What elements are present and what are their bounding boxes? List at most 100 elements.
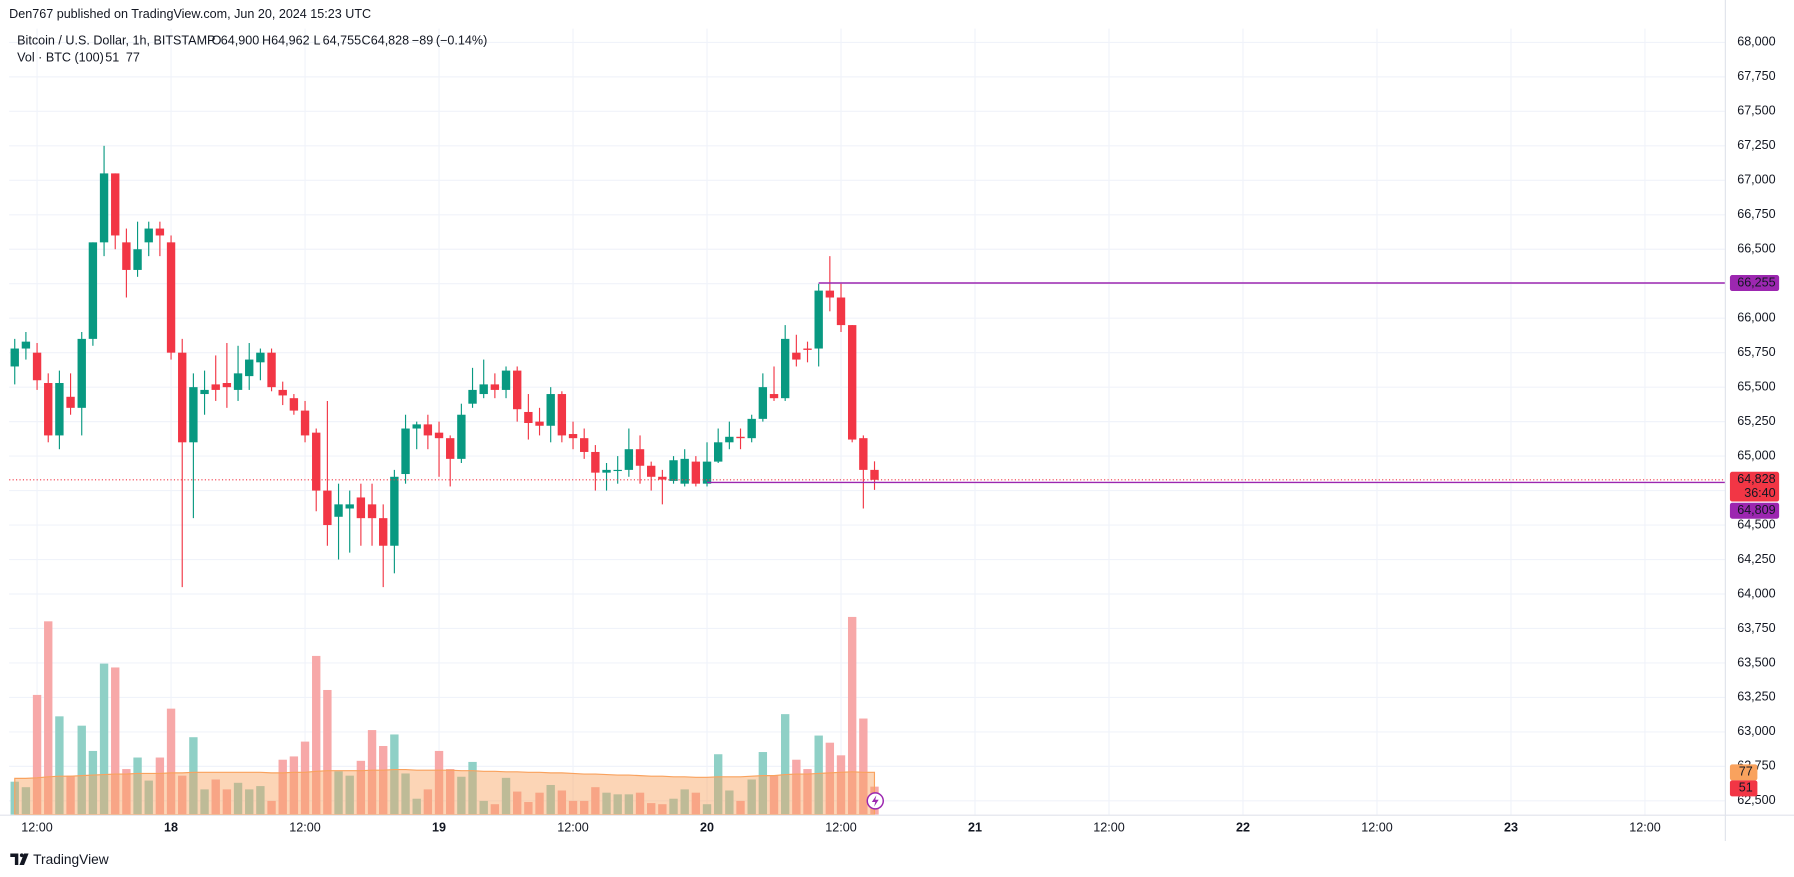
volume-bar <box>836 755 846 815</box>
volume-bar <box>803 769 812 815</box>
candle-body <box>624 449 634 470</box>
candles <box>10 145 879 588</box>
volume-bar <box>568 800 578 815</box>
candle-body <box>300 410 310 436</box>
logo-part <box>10 853 19 865</box>
candle-body <box>256 352 265 363</box>
candle-body <box>490 384 500 390</box>
candle-body <box>166 242 176 353</box>
volume-bar <box>401 773 410 815</box>
volume-bar <box>289 756 299 815</box>
candle-body <box>680 458 689 484</box>
candle-body <box>379 518 388 546</box>
volume-bar <box>211 779 220 815</box>
candle-body <box>222 383 232 388</box>
y-tick-label: 67,750 <box>1737 69 1775 83</box>
x-tick-label: 21 <box>968 821 982 835</box>
x-tick-label: 20 <box>700 821 714 835</box>
candle-body <box>32 352 42 381</box>
candle-body <box>836 297 846 326</box>
candle-body <box>780 338 790 399</box>
volume-bar <box>256 786 265 815</box>
candle-body <box>66 396 75 408</box>
candle-body <box>602 469 611 473</box>
candle-body <box>702 461 712 484</box>
volume-bar <box>300 741 310 815</box>
candle-body <box>21 341 31 349</box>
y-tick-label: 64,500 <box>1737 517 1775 531</box>
grid <box>9 28 1726 815</box>
y-tick-label: 66,750 <box>1737 207 1775 221</box>
candle-body <box>401 428 410 475</box>
y-tick-label: 63,750 <box>1737 621 1775 635</box>
candle-body <box>557 394 567 436</box>
candle-body <box>647 465 656 477</box>
symbol-title: Bitcoin / U.S. Dollar, 1h, BITSTAMP <box>17 34 215 48</box>
candle-body <box>859 438 868 470</box>
candle-body <box>334 504 343 517</box>
candle-body <box>613 469 622 472</box>
candle-body <box>233 373 243 390</box>
candle-body <box>122 242 131 270</box>
x-tick-label: 12:00 <box>21 821 52 835</box>
candle-body <box>825 290 835 298</box>
x-tick-label: 12:00 <box>557 821 588 835</box>
volume-bar <box>245 789 254 815</box>
volume-bar <box>736 800 745 815</box>
change: −89 <box>412 34 433 48</box>
candle-body <box>278 389 287 396</box>
volume-bar <box>267 800 276 815</box>
volume-bar <box>780 714 790 815</box>
candle-body <box>55 383 64 436</box>
ohlc-value: 64,900 <box>221 34 259 48</box>
volume-bar <box>557 790 567 815</box>
volume-bar <box>155 757 165 815</box>
volume-bar <box>468 761 477 815</box>
volume-bar <box>278 759 287 815</box>
y-tick-label: 65,500 <box>1737 379 1775 393</box>
candle-body <box>10 348 19 367</box>
candle-body <box>803 348 812 350</box>
candle-body <box>747 418 756 439</box>
ohlc-value: 64,755 <box>323 34 361 48</box>
volume-ma-tag <box>1729 764 1758 781</box>
volume-tag <box>1729 780 1758 797</box>
volume-bar <box>814 735 823 815</box>
candle-body <box>323 490 332 526</box>
volume-bar <box>658 804 667 815</box>
last-price-tag <box>1729 471 1780 502</box>
volume-bar <box>613 794 622 815</box>
candle-body <box>412 424 421 429</box>
volume-bar <box>501 777 511 815</box>
x-tick-label: 12:00 <box>289 821 320 835</box>
candle-body <box>312 432 321 491</box>
volume-bar <box>769 775 779 815</box>
y-tick-label: 64,000 <box>1737 586 1775 600</box>
last-price-label: 64,828 <box>1737 472 1775 486</box>
candle-body <box>669 460 678 481</box>
volume-ma-value: 77 <box>126 51 140 65</box>
volume-ma-area <box>14 768 876 816</box>
candle-body <box>267 352 276 388</box>
volume-tag-label: 51 <box>1739 781 1753 795</box>
x-tick-label: 18 <box>164 821 178 835</box>
volume-bar <box>535 792 544 815</box>
candle-body <box>423 424 433 436</box>
candle-body <box>769 394 779 399</box>
volume-bar <box>412 798 421 815</box>
candle-body <box>133 249 142 270</box>
candle-body <box>691 461 701 484</box>
level-label: 66,255 <box>1737 275 1775 289</box>
volume-bar <box>99 663 109 815</box>
ohlc-value: 64,828 <box>371 34 409 48</box>
x-tick-label: 22 <box>1236 821 1250 835</box>
candle-body <box>111 173 120 236</box>
ohlc-key: H <box>262 34 271 48</box>
y-tick-label: 64,250 <box>1737 552 1775 566</box>
volume-bar <box>233 782 243 815</box>
x-tick-label: 12:00 <box>1093 821 1124 835</box>
volume-bar <box>122 769 131 815</box>
volume-bar <box>624 794 634 815</box>
volume-bar <box>55 716 64 815</box>
